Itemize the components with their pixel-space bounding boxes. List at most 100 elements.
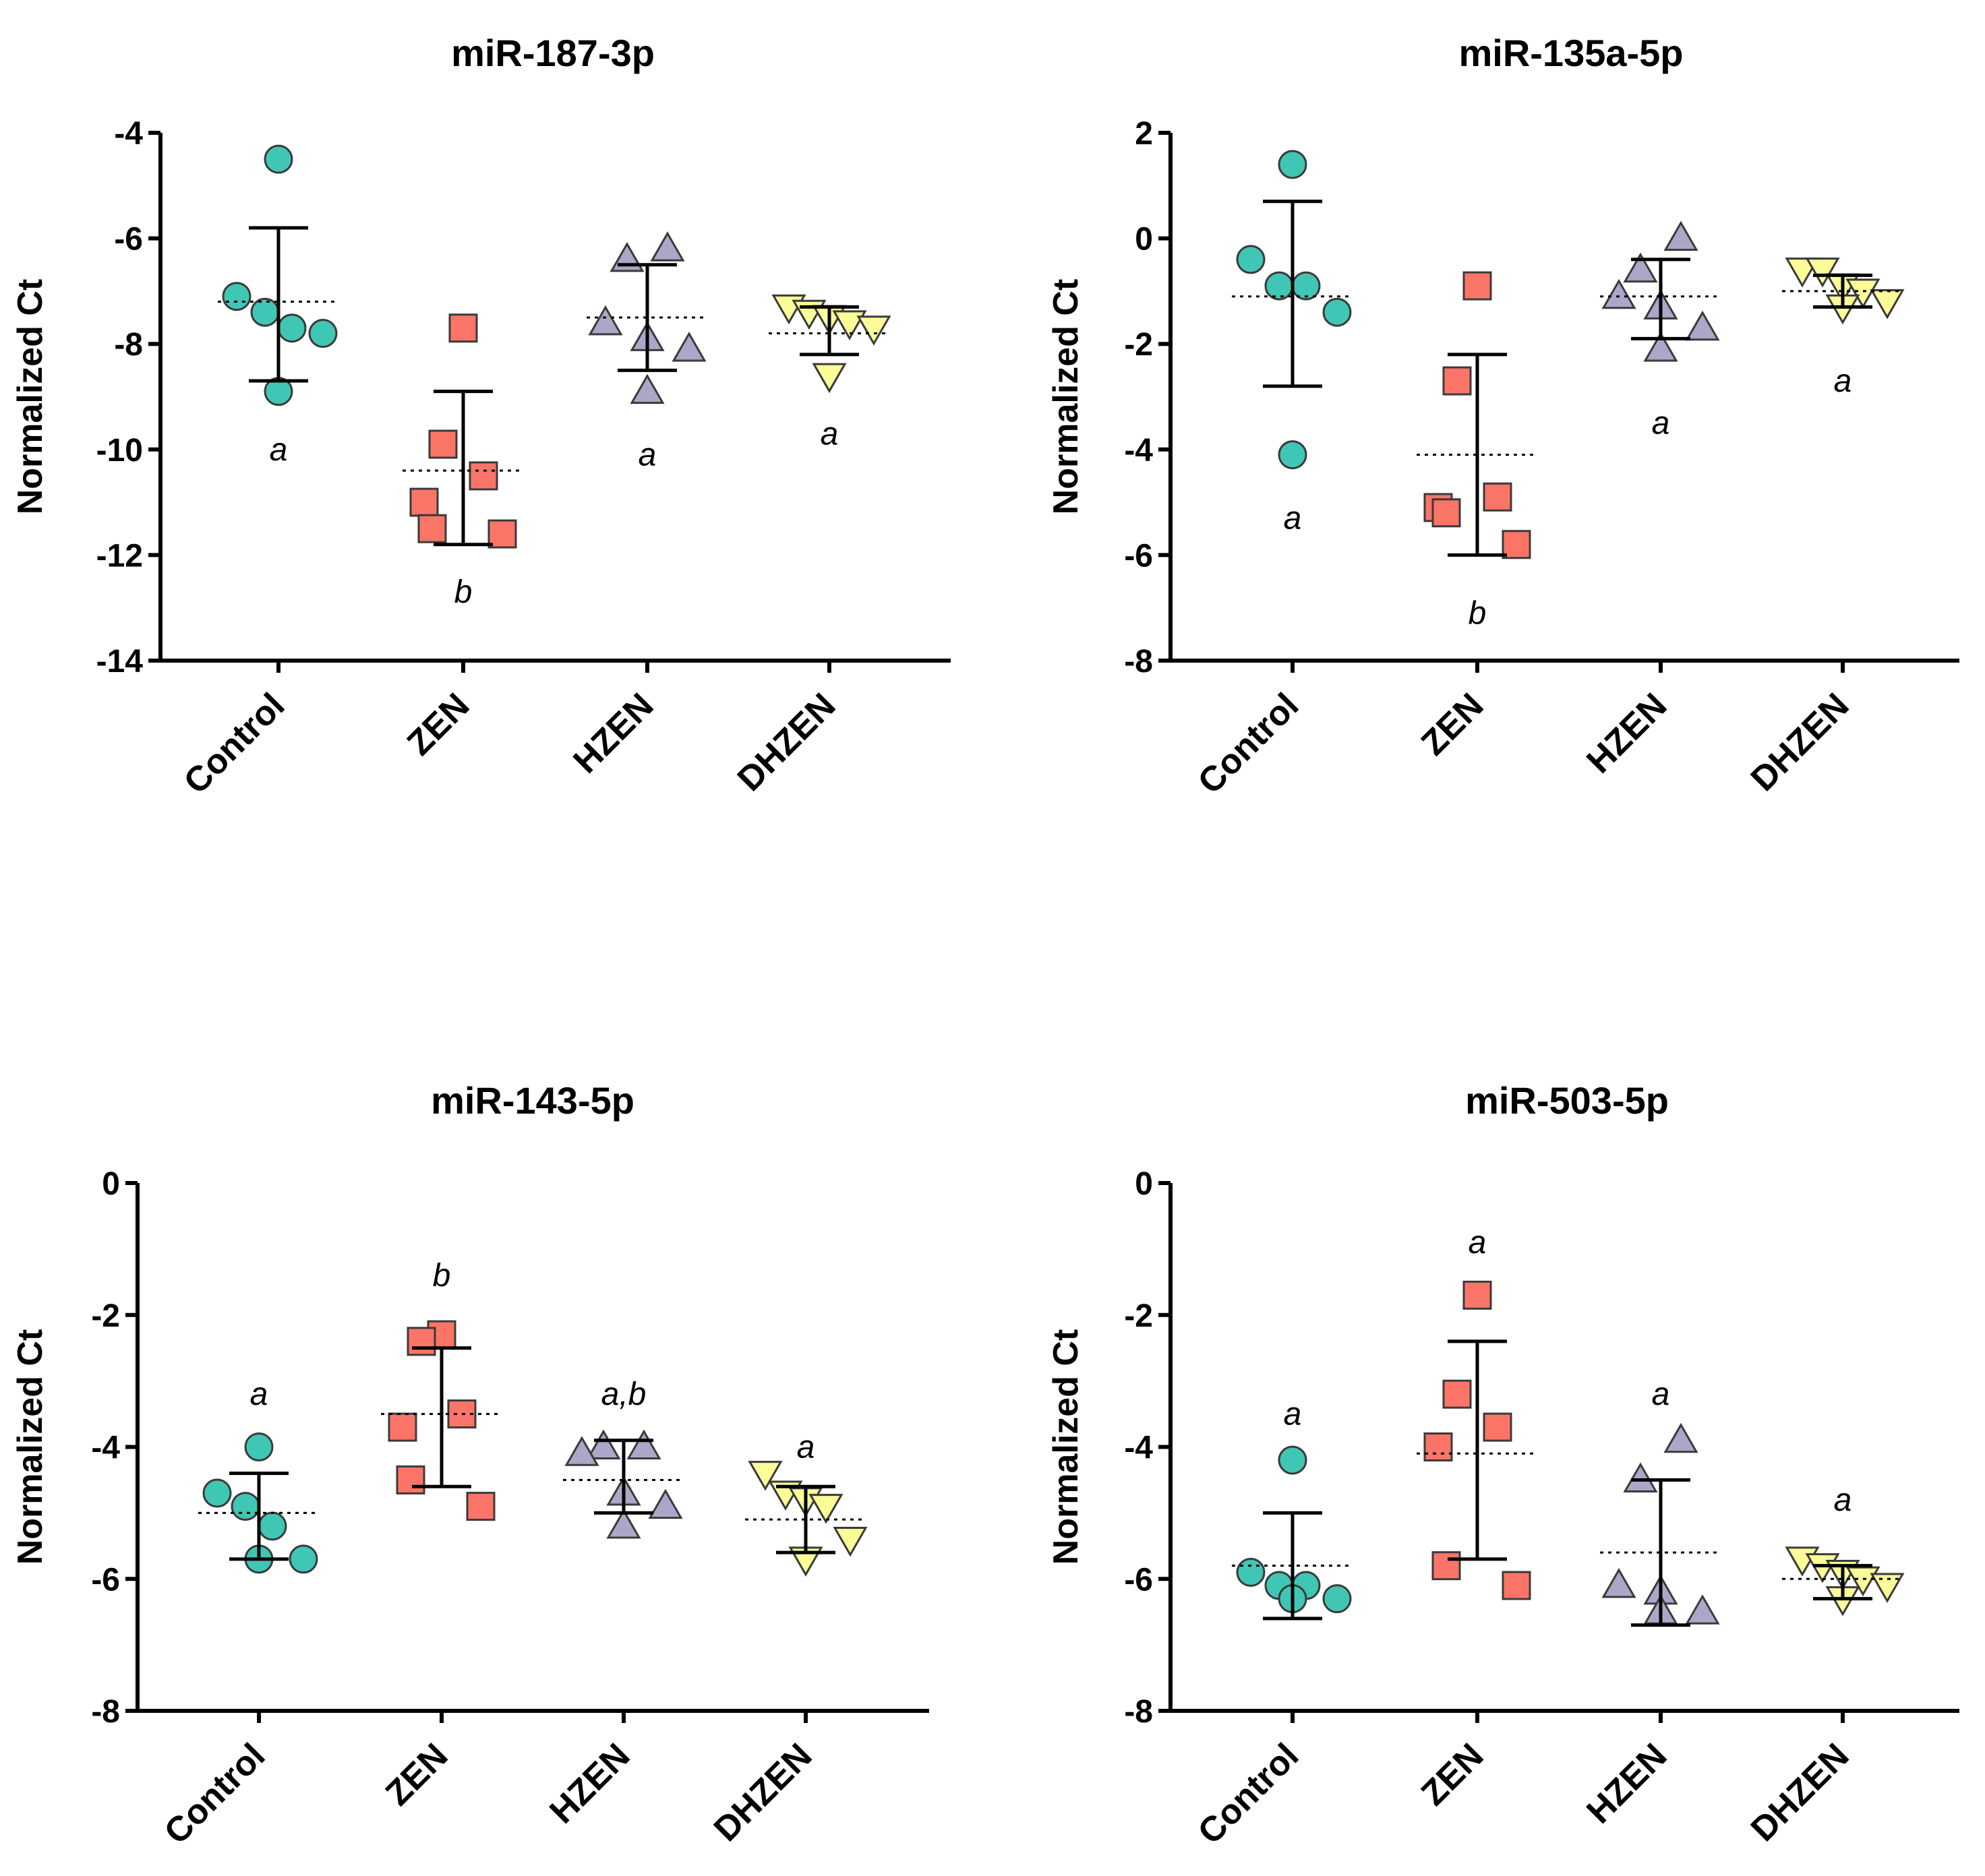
x-tick-label: DHZEN: [1744, 1736, 1857, 1849]
data-point: [407, 1327, 436, 1356]
data-point: [1423, 1432, 1453, 1461]
y-tick-label: -14: [96, 644, 144, 679]
group-zen: b: [1417, 271, 1538, 632]
data-point: [1236, 245, 1266, 274]
data-point: [1685, 310, 1720, 341]
data-point: [564, 1436, 599, 1466]
data-point: [1483, 482, 1512, 512]
y-tick-label: 2: [1135, 116, 1153, 152]
significance-letter: a: [797, 1430, 815, 1465]
y-axis-label: Normalized Ct: [1046, 1329, 1086, 1565]
y-tick-label: -6: [1124, 1562, 1153, 1598]
data-point: [1502, 530, 1531, 559]
y-tick-label: -2: [1124, 1298, 1153, 1334]
data-point: [1870, 289, 1905, 320]
x-tick-label: Control: [177, 686, 293, 801]
x-tick-label: HZEN: [1579, 1736, 1674, 1831]
x-tick-label: DHZEN: [1744, 686, 1857, 799]
y-tick-label: -8: [114, 327, 143, 363]
group-zen: b: [403, 313, 524, 610]
data-point: [1845, 278, 1880, 309]
data-point: [1623, 252, 1658, 283]
group-dhzen: a: [1782, 258, 1905, 399]
group-hzen: a,b: [563, 1376, 684, 1539]
y-axis-label: Normalized Ct: [1046, 279, 1086, 515]
data-point: [832, 310, 867, 340]
data-point: [812, 363, 847, 394]
x-tick-label: HZEN: [1579, 686, 1674, 781]
data-point: [1805, 258, 1840, 288]
y-tick-label: 0: [1135, 222, 1153, 258]
data-point: [1685, 1594, 1720, 1625]
chart-title: miR-503-5p: [1465, 1079, 1669, 1122]
y-tick-label: -10: [96, 433, 143, 468]
group-zen: a: [1417, 1225, 1538, 1600]
x-tick-label: HZEN: [542, 1736, 637, 1831]
data-point: [1278, 440, 1307, 470]
significance-letter: a: [639, 437, 657, 473]
significance-letter: a: [1834, 363, 1852, 399]
y-tick-label: -4: [114, 116, 143, 152]
data-point: [1483, 1412, 1512, 1442]
data-point: [258, 1511, 287, 1541]
y-tick-label: -6: [114, 222, 143, 258]
data-point: [1462, 1280, 1492, 1310]
y-axis-label: Normalized Ct: [11, 1329, 50, 1565]
y-tick-label: 0: [102, 1166, 120, 1202]
data-point: [1462, 271, 1492, 301]
group-dhzen: a: [745, 1430, 868, 1577]
data-point: [1291, 271, 1321, 301]
group-hzen: a: [587, 231, 708, 473]
y-tick-label: -8: [91, 1694, 120, 1730]
data-point: [856, 315, 891, 346]
data-point: [648, 1488, 683, 1519]
data-point: [487, 519, 517, 549]
data-point: [1643, 332, 1678, 362]
data-point: [244, 1432, 274, 1461]
data-point: [748, 1461, 783, 1491]
data-point: [388, 1412, 417, 1442]
data-point: [308, 319, 338, 349]
y-tick-label: -8: [1124, 644, 1153, 679]
data-point: [1431, 498, 1461, 528]
data-point: [231, 1492, 260, 1521]
x-tick-label: ZEN: [1414, 686, 1491, 763]
group-dhzen: a: [769, 294, 891, 452]
data-point: [289, 1544, 318, 1574]
data-point: [1236, 1557, 1266, 1587]
data-point: [1442, 1379, 1472, 1409]
data-point: [588, 305, 623, 336]
group-dhzen: a: [1782, 1482, 1905, 1616]
y-tick-label: -6: [1124, 538, 1153, 574]
significance-letter: a: [1469, 1225, 1487, 1261]
group-control: a: [218, 144, 339, 468]
significance-letter: a: [821, 416, 839, 452]
data-point: [1601, 278, 1636, 309]
significance-letter: a,b: [601, 1376, 647, 1412]
data-point: [428, 429, 458, 459]
significance-letter: b: [1469, 596, 1487, 632]
x-tick-label: DHZEN: [730, 686, 843, 799]
chart-panel-2: miR-135a-5p Normalized Ct 2 0 -2 -4 -6 -8 Contro…: [1046, 32, 1959, 801]
group-control: a: [1232, 1397, 1353, 1621]
data-point: [396, 1465, 425, 1494]
data-point: [222, 282, 251, 311]
data-point: [1623, 1462, 1658, 1492]
data-point: [1264, 271, 1294, 301]
data-point: [469, 461, 498, 491]
data-point: [1442, 366, 1472, 396]
data-point: [1322, 297, 1352, 327]
significance-letter: b: [433, 1258, 451, 1294]
data-point: [672, 332, 707, 362]
x-tick-label: ZEN: [1414, 1736, 1491, 1813]
significance-letter: a: [1652, 1376, 1670, 1412]
y-tick-label: -12: [96, 538, 143, 574]
chart-title: miR-135a-5p: [1458, 32, 1683, 74]
data-point: [250, 297, 280, 327]
data-point: [650, 231, 685, 262]
y-tick-label: -4: [1124, 433, 1153, 468]
y-tick-label: -8: [1124, 1694, 1153, 1730]
data-point: [466, 1492, 496, 1521]
data-point: [202, 1478, 232, 1508]
data-point: [448, 313, 478, 343]
